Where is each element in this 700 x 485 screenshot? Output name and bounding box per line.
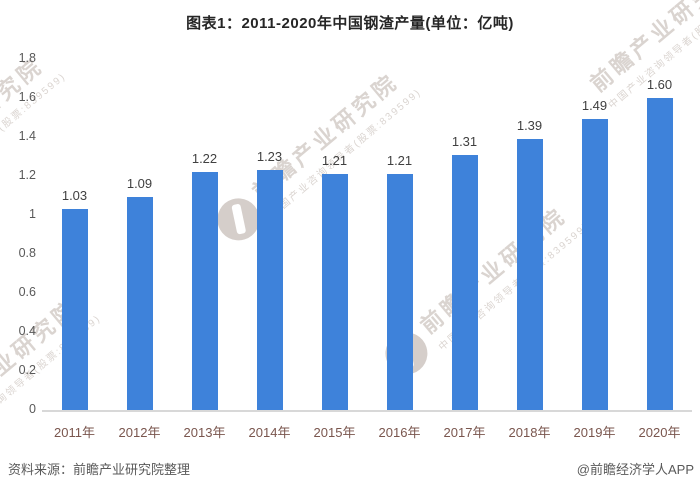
y-axis-tick-label: 1.6 <box>18 90 36 104</box>
x-axis-tick-label: 2017年 <box>443 425 486 440</box>
y-axis-tick-label: 0.8 <box>18 246 36 260</box>
bar-2017年 <box>451 154 478 410</box>
bar-2014年 <box>256 170 283 410</box>
x-axis-tick-label: 2020年 <box>638 425 681 440</box>
bar-2011年 <box>61 209 88 410</box>
bar-value-label: 1.22 <box>191 151 218 167</box>
bar-value-label: 1.49 <box>581 98 608 114</box>
y-axis-tick-label: 0.4 <box>18 324 36 338</box>
x-axis-tick-label: 2014年 <box>248 425 291 440</box>
y-axis-tick-label: 0 <box>29 402 36 416</box>
x-axis-tick-label: 2015年 <box>313 425 356 440</box>
y-axis-tick-label: 0.6 <box>18 285 36 299</box>
y-axis-tick-label: 1.4 <box>18 129 36 143</box>
bar-2016年 <box>386 174 413 410</box>
bar-value-label: 1.21 <box>321 153 348 169</box>
source-note: 资料来源：前瞻产业研究院整理 <box>8 462 191 477</box>
y-axis-tick-label: 1.8 <box>18 51 36 65</box>
bar-value-label: 1.09 <box>126 176 153 192</box>
bar-value-label: 1.39 <box>516 117 543 133</box>
bar-2012年 <box>126 197 153 410</box>
x-axis-tick-label: 2013年 <box>183 425 226 440</box>
x-axis-tick-label: 2016年 <box>378 425 421 440</box>
app-credit: @前瞻经济学人APP <box>576 462 694 477</box>
x-axis-tick-label: 2012年 <box>118 425 161 440</box>
bar-value-label: 1.60 <box>646 77 673 92</box>
bar-value-label: 1.23 <box>256 149 283 165</box>
bar-value-label: 1.21 <box>386 153 413 169</box>
x-axis-tick-label: 2019年 <box>573 425 616 440</box>
bar-2013年 <box>191 172 218 410</box>
y-axis-tick-label: 1 <box>29 207 36 221</box>
y-axis-tick-label: 1.2 <box>18 168 36 182</box>
x-axis-tick-label: 2011年 <box>54 425 95 440</box>
y-axis-tick-label: 0.2 <box>18 363 36 377</box>
bar-value-label: 1.31 <box>451 133 478 149</box>
bar-value-label: 1.03 <box>61 188 88 204</box>
bar-2019年 <box>581 119 608 410</box>
bar-2020年 <box>646 98 673 410</box>
chart-title: 图表1：2011-2020年中国钢渣产量(单位：亿吨) <box>186 15 514 32</box>
x-axis-tick-label: 2018年 <box>508 425 551 440</box>
bar-2018年 <box>516 138 543 410</box>
watermark-text: 前瞻产业研究院 <box>415 202 572 339</box>
x-axis-line <box>42 410 692 412</box>
bar-2015年 <box>321 174 348 410</box>
